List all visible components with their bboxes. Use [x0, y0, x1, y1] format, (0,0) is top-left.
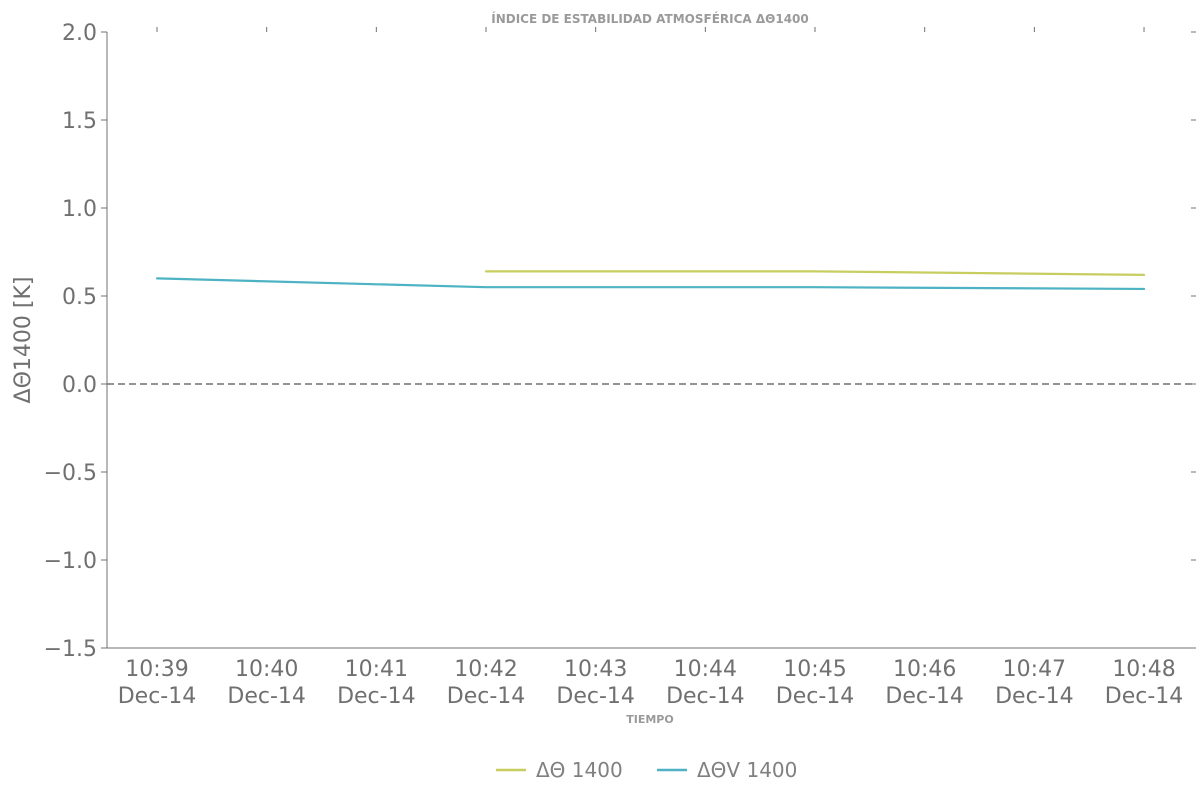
legend-label: ΔΘV 1400	[697, 758, 797, 782]
x-tick-label: 10:44	[674, 657, 737, 682]
y-tick-label: 0.0	[62, 373, 97, 398]
x-tick-label: 10:45	[783, 657, 846, 682]
y-tick-label: −1.0	[44, 549, 97, 574]
x-tick-label: 10:42	[454, 657, 517, 682]
legend: ΔΘ 1400 ΔΘV 1400	[496, 758, 797, 782]
series-layer	[155, 270, 1146, 291]
x-tick-date-label: Dec-14	[885, 684, 964, 709]
y-tick-label: −1.5	[44, 637, 97, 662]
series-line-2	[155, 277, 1146, 291]
x-tick-date-label: Dec-14	[1105, 684, 1184, 709]
x-tick-date-label: Dec-14	[556, 684, 635, 709]
legend-label: ΔΘ 1400	[536, 758, 623, 782]
x-tick-date-label: Dec-14	[118, 684, 197, 709]
x-tick-date-label: Dec-14	[227, 684, 306, 709]
x-tick-label: 10:48	[1112, 657, 1175, 682]
y-tick-label: 2.0	[62, 21, 97, 46]
x-tick-date-label: Dec-14	[337, 684, 416, 709]
x-tick-label: 10:39	[125, 657, 188, 682]
y-axis-ticks: 2.0 1.5 1.0 0.5 0.0 −0.5 −1.0 −1.5	[44, 21, 107, 662]
chart-title: ÍNDICE DE ESTABILIDAD ATMOSFÉRICA ΔΘ1400	[491, 11, 809, 26]
right-axis-ticks	[1191, 31, 1196, 649]
x-tick-date-label: Dec-14	[995, 684, 1074, 709]
x-tick-label: 10:46	[893, 657, 956, 682]
y-tick-label: −0.5	[44, 461, 97, 486]
x-tick-label: 10:47	[1003, 657, 1066, 682]
x-axis-label: TIEMPO	[626, 713, 673, 726]
x-tick-label: 10:40	[235, 657, 298, 682]
x-tick-date-label: Dec-14	[666, 684, 745, 709]
plot-frame	[106, 32, 1196, 649]
y-tick-label: 1.0	[62, 197, 97, 222]
series-line-1	[484, 270, 1146, 276]
top-axis-ticks	[156, 27, 1145, 32]
x-tick-date-label: Dec-14	[776, 684, 855, 709]
y-axis-label: ΔΘ1400 [K]	[11, 277, 36, 404]
x-axis-ticks: 10:39Dec-1410:40Dec-1410:41Dec-1410:42De…	[118, 657, 1184, 709]
x-tick-label: 10:41	[345, 657, 408, 682]
y-tick-label: 1.5	[62, 109, 97, 134]
x-tick-label: 10:43	[564, 657, 627, 682]
y-tick-label: 0.5	[62, 285, 97, 310]
x-tick-date-label: Dec-14	[447, 684, 526, 709]
